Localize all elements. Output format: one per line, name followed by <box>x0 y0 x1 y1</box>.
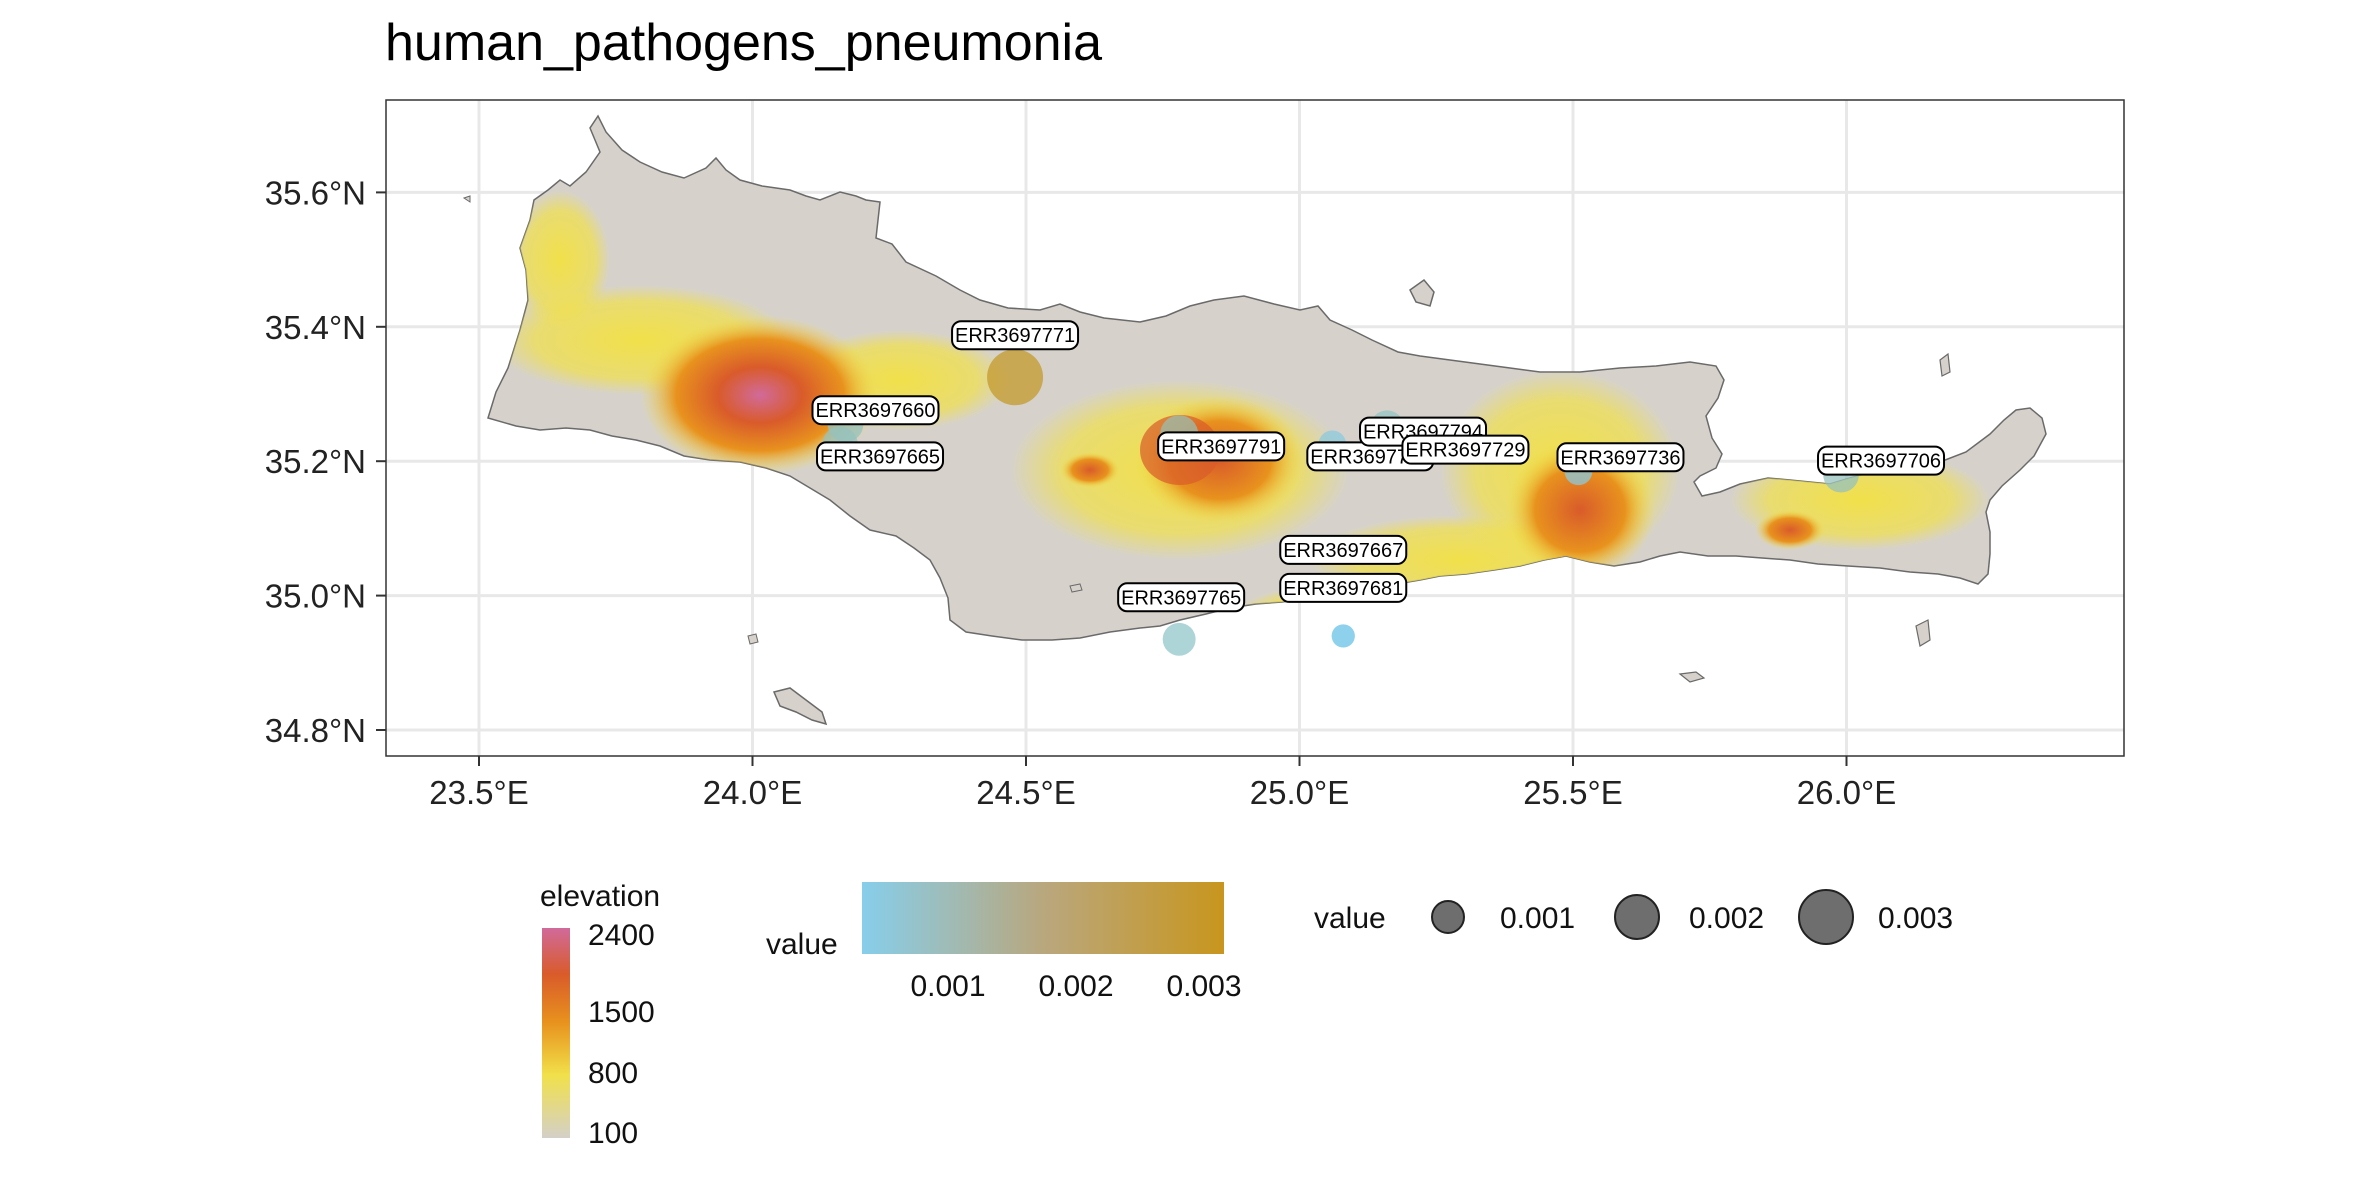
size-key-0003 <box>1798 889 1854 945</box>
sample-label-text: ERR3697765 <box>1121 587 1241 609</box>
axes: 23.5°E 24.0°E 24.5°E 25.0°E 25.5°E 26.0°E 34.8… <box>265 174 1896 811</box>
sample-point-ERR3697765 <box>1162 622 1196 656</box>
sample-label-text: ERR3697706 <box>1821 451 1941 473</box>
elevation-label-2400: 2400 <box>588 919 655 952</box>
x-tick-label-3: 25.0°E <box>1250 774 1349 811</box>
elevation-label-800: 800 <box>588 1057 638 1090</box>
sample-point-ERR3697771 <box>987 349 1044 406</box>
sample-label-box <box>1279 534 1408 565</box>
sample-label-ERR3697665: ERR3697665 <box>816 441 945 472</box>
legend-value-colour-title: value <box>766 928 838 961</box>
x-tick-label-4: 25.5°E <box>1523 774 1622 811</box>
sample-label-box <box>1401 434 1530 465</box>
y-tick-label-1: 35.0°N <box>265 578 366 615</box>
sample-label-text: ERR3697667 <box>1283 540 1403 562</box>
value-size-label-0001: 0.001 <box>1500 902 1575 935</box>
legend-elevation-title: elevation <box>540 880 660 913</box>
chart-title: human_pathogens_pneumonia <box>385 14 1102 72</box>
elevation-colorbar <box>542 928 570 1138</box>
sample-label-ERR3697791: ERR3697791 <box>1157 431 1286 462</box>
sample-label-ERR3697667: ERR3697667 <box>1279 534 1408 565</box>
sample-label-ERR3697681: ERR3697681 <box>1279 572 1408 603</box>
sample-label-box <box>1279 572 1408 603</box>
x-tick-label-2: 24.5°E <box>976 774 1075 811</box>
legend-value-size-title: value <box>1314 902 1386 935</box>
sample-label-ERR3697736: ERR3697736 <box>1556 442 1685 473</box>
sample-label-text: ERR3697791 <box>1161 436 1281 458</box>
sample-label-text: ERR3697746 <box>1310 446 1430 468</box>
value-colour-label-0003: 0.003 <box>1166 970 1241 1003</box>
y-tick-label-4: 35.6°N <box>265 174 366 211</box>
sample-label-text: ERR3697665 <box>820 446 940 468</box>
y-tick-label-2: 35.2°N <box>265 443 366 480</box>
value-colorbar <box>862 882 1224 954</box>
x-tick-label-5: 26.0°E <box>1797 774 1896 811</box>
value-colour-label-0001: 0.001 <box>910 970 985 1003</box>
value-size-label-0003: 0.003 <box>1878 902 1953 935</box>
sample-label-box <box>816 441 945 472</box>
sample-label-box <box>1556 442 1685 473</box>
sample-label-box <box>1817 445 1946 476</box>
sample-label-text: ERR3697729 <box>1405 440 1525 462</box>
sample-label-text: ERR3697771 <box>955 325 1075 347</box>
size-key-0001 <box>1431 900 1465 934</box>
sample-label-text: ERR3697660 <box>815 400 935 422</box>
panel-border <box>385 99 2125 757</box>
y-tick-label-0: 34.8°N <box>265 712 366 749</box>
sample-label-box <box>811 395 940 426</box>
sample-label-box <box>951 320 1080 351</box>
value-size-label-0002: 0.002 <box>1689 902 1764 935</box>
elevation-label-100: 100 <box>588 1117 638 1150</box>
sample-label-box <box>1117 582 1246 613</box>
sample-label-text: ERR3697681 <box>1283 578 1403 600</box>
x-tick-label-0: 23.5°E <box>429 774 528 811</box>
legend-value-colour: value 0.001 0.002 0.003 <box>766 882 1242 1003</box>
sample-label-text: ERR3697736 <box>1560 447 1680 469</box>
sample-label-ERR3697706: ERR3697706 <box>1817 445 1946 476</box>
sample-label-box <box>1157 431 1286 462</box>
size-key-0002 <box>1614 894 1660 940</box>
legend-value-size: value 0.001 0.002 0.003 <box>1314 889 1953 945</box>
value-colour-label-0002: 0.002 <box>1038 970 1113 1003</box>
sample-labels: ERR3697771 ERR3697660 ERR3697665 ERR3697791… <box>811 320 1946 613</box>
elevation-label-1500: 1500 <box>588 996 655 1029</box>
legend-elevation: elevation 2400 1500 800 100 <box>540 880 660 1150</box>
x-tick-label-1: 24.0°E <box>703 774 802 811</box>
sample-label-ERR3697660: ERR3697660 <box>811 395 940 426</box>
y-tick-label-3: 35.4°N <box>265 309 366 346</box>
sample-label-ERR3697765: ERR3697765 <box>1117 582 1246 613</box>
sample-label-ERR3697729: ERR3697729 <box>1401 434 1530 465</box>
sample-point-ERR3697681 <box>1331 624 1355 648</box>
sample-label-ERR3697771: ERR3697771 <box>951 320 1080 351</box>
